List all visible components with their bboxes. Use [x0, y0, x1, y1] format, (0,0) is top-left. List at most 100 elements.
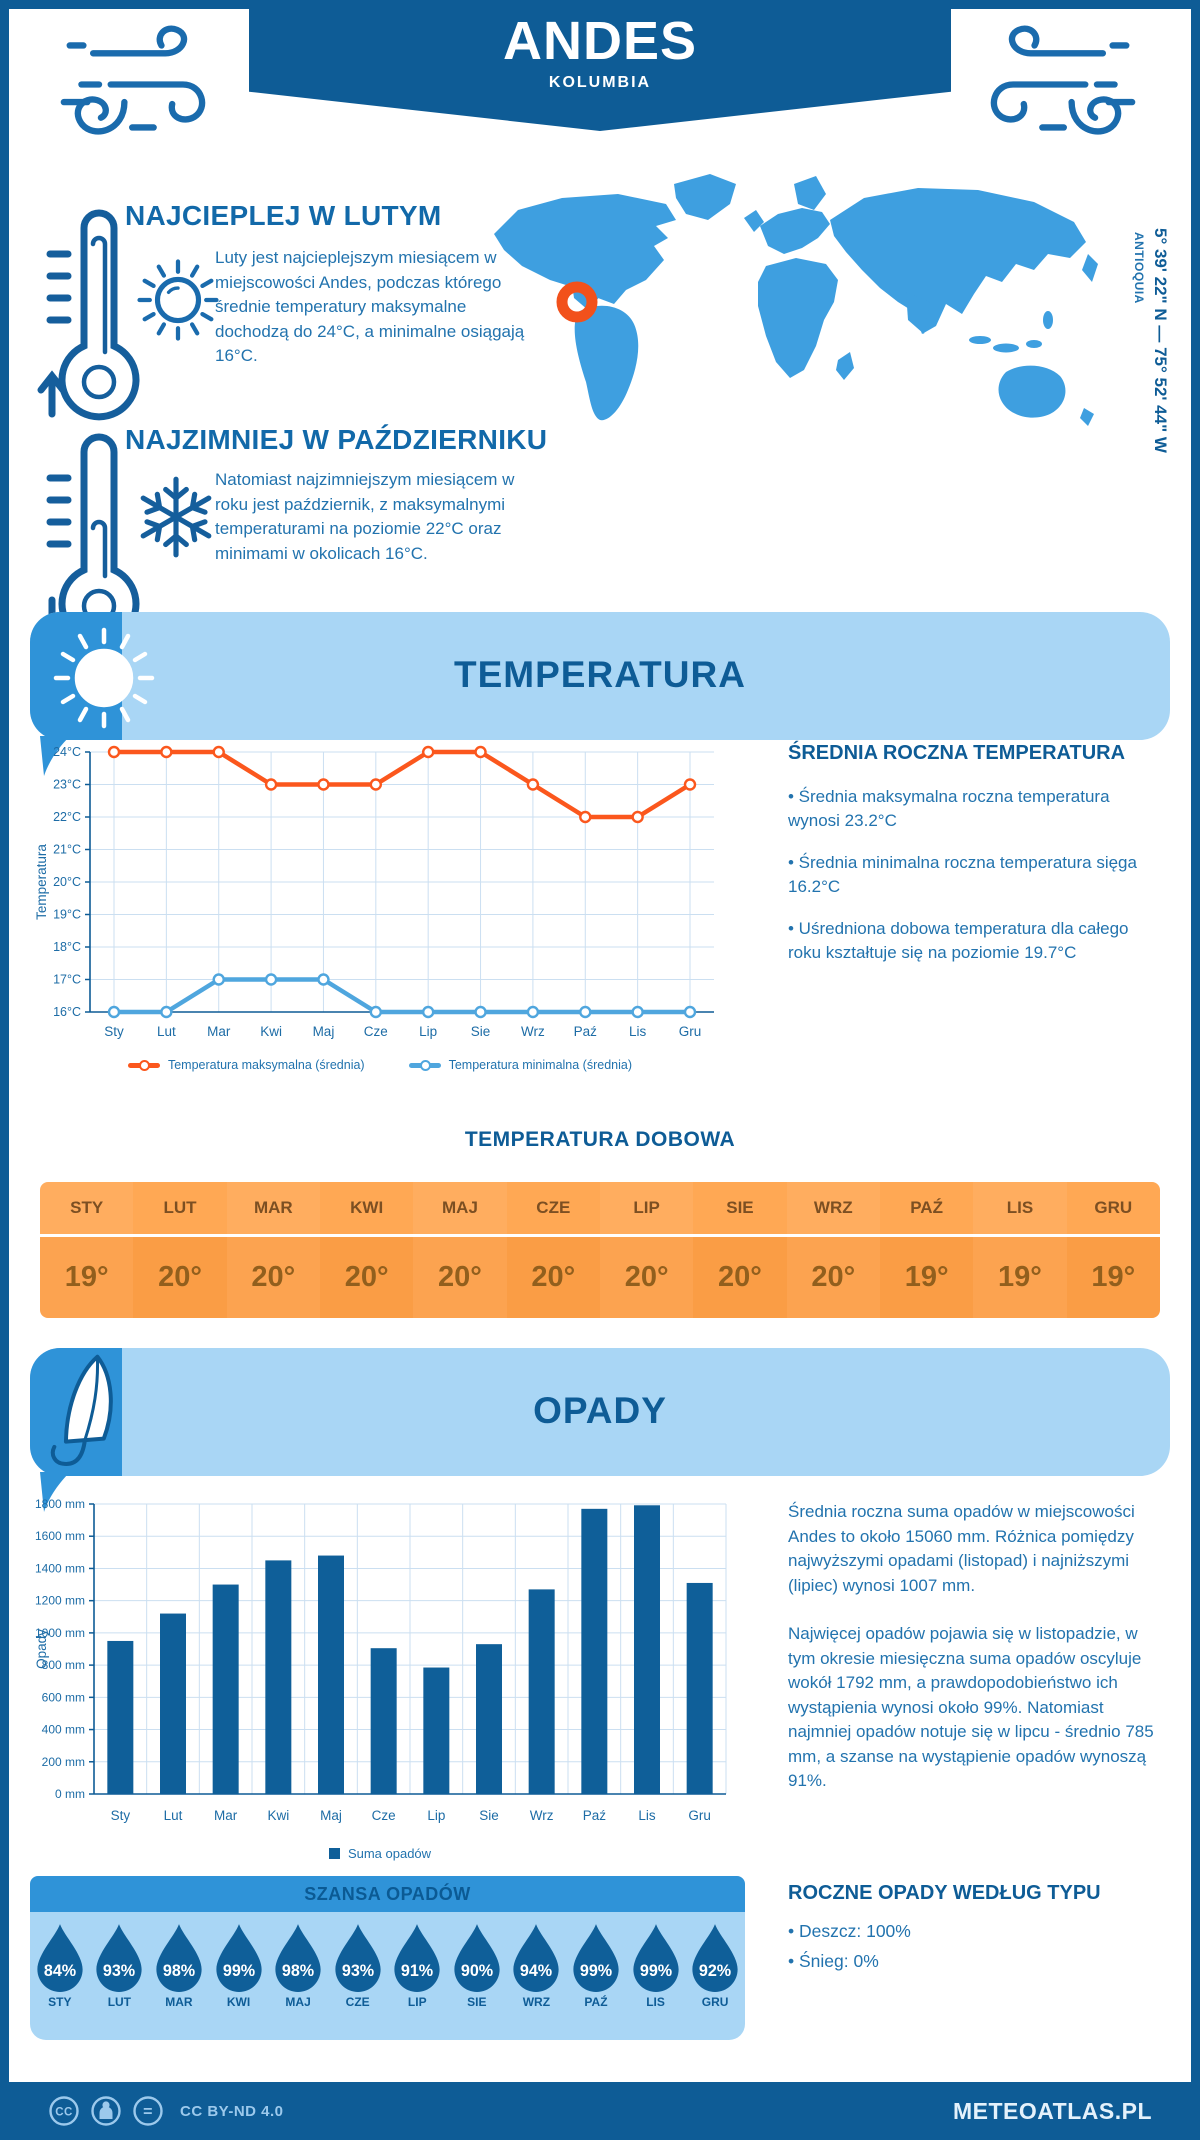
banner-tail: [40, 1472, 70, 1512]
warmest-title: NAJCIEPLEJ W LUTYM: [125, 200, 442, 231]
svg-text:Sty: Sty: [111, 1808, 131, 1823]
daily-temp-month: LUT: [133, 1182, 227, 1237]
svg-text:400 mm: 400 mm: [42, 1723, 85, 1737]
svg-text:Lis: Lis: [638, 1808, 656, 1823]
legend-item: Suma opadów: [328, 1846, 432, 1861]
warmest-text: Luty jest najcieplejszym miesiącem w mie…: [215, 248, 525, 365]
rain-chance-item: 91% LIP: [389, 1922, 445, 2009]
svg-text:Mar: Mar: [214, 1808, 238, 1823]
site-label: METEOATLAS.PL: [952, 2097, 1152, 2124]
daily-temp-value: 20°: [506, 1237, 600, 1318]
svg-text:24°C: 24°C: [53, 745, 81, 759]
daily-temp-column: MAJ 20°: [413, 1182, 507, 1318]
water-drop-icon: 93%: [96, 1924, 142, 1992]
license-block: CC = CC BY-ND 4.0: [48, 2094, 284, 2128]
water-drop-icon: 84%: [37, 1924, 83, 1992]
daily-temp-column: WRZ 20°: [786, 1182, 880, 1318]
svg-text:92%: 92%: [699, 1962, 731, 1980]
legend-swatch: [408, 1059, 441, 1071]
daily-temp-column: KWI 20°: [319, 1182, 414, 1318]
water-drop-icon: 91%: [394, 1924, 440, 1992]
svg-text:1000 mm: 1000 mm: [35, 1626, 85, 1640]
daily-temp-value: 20°: [599, 1237, 694, 1318]
svg-text:Sty: Sty: [104, 1024, 124, 1039]
daily-temp-month: PAŹ: [879, 1182, 974, 1237]
daily-temp-month: LIP: [599, 1182, 694, 1237]
svg-text:CC: CC: [55, 2107, 73, 2119]
rain-chance-item: 90% SIE: [449, 1922, 505, 2009]
svg-text:Opady: Opady: [34, 1629, 49, 1669]
svg-text:16°C: 16°C: [53, 1005, 81, 1019]
annual-bullet: • Średnia maksymalna roczna temperatura …: [788, 787, 1110, 830]
precipitation-section-title: OPADY: [533, 1390, 667, 1431]
svg-text:23°C: 23°C: [53, 778, 81, 792]
legend-swatch: [127, 1059, 160, 1071]
rain-chance-item: 84% STY: [32, 1922, 88, 2009]
svg-text:Gru: Gru: [688, 1808, 711, 1823]
svg-text:Sie: Sie: [479, 1808, 499, 1823]
rain-chance-month: WRZ: [522, 1995, 551, 2009]
svg-text:19°C: 19°C: [53, 908, 81, 922]
daily-temp-month: CZE: [506, 1182, 600, 1237]
umbrella-icon: [50, 1354, 113, 1466]
svg-text:Mar: Mar: [207, 1024, 231, 1039]
temperature-legend: Temperatura maksymalna (średnia) Temperat…: [60, 1058, 700, 1072]
legend-label: Temperatura maksymalna (średnia): [167, 1058, 365, 1072]
precipitation-paragraph: Średnia roczna suma opadów w miejscowośc…: [788, 1502, 1135, 1595]
svg-text:Cze: Cze: [364, 1024, 388, 1039]
page-subtitle: KOLUMBIA: [548, 74, 652, 91]
rain-chance-month: STY: [48, 1995, 72, 2009]
daily-temp-value: 20°: [786, 1237, 880, 1318]
world-map: [494, 174, 1098, 426]
coldest-title: NAJZIMNIEJ W PAŹDZIERNIKU: [125, 424, 548, 455]
daily-temp-value: 19°: [973, 1237, 1067, 1318]
rain-chance-item: 92% GRU: [687, 1922, 743, 2009]
daily-temp-month: LIS: [973, 1182, 1067, 1237]
water-drop-icon: 90%: [454, 1924, 500, 1992]
svg-text:Wrz: Wrz: [530, 1808, 554, 1823]
license-label: CC BY-ND 4.0: [180, 2102, 284, 2120]
water-drop-icon: 98%: [156, 1924, 202, 1992]
rain-chance-panel: 84% STY 93% LUT 98% MAR 99% KWI 98% MAJ 93% CZE 91% L…: [30, 1912, 745, 2040]
daily-temp-value: 20°: [133, 1237, 227, 1318]
water-drop-icon: 99%: [215, 1924, 262, 1992]
coordinates-label: 5° 39' 22" N — 75° 52' 44" W: [1151, 228, 1170, 453]
legend-label: Suma opadów: [347, 1846, 432, 1861]
svg-text:Wrz: Wrz: [521, 1024, 545, 1039]
svg-text:94%: 94%: [520, 1962, 552, 1980]
precipitation-text-block: Średnia roczna suma opadów w miejscowośc…: [788, 1500, 1160, 1818]
precipitation-type-bullet: • Śnieg: 0%: [788, 1951, 879, 1971]
svg-text:Lip: Lip: [419, 1024, 437, 1039]
svg-text:1400 mm: 1400 mm: [35, 1561, 85, 1575]
svg-text:84%: 84%: [44, 1962, 76, 1980]
daily-temp-column: GRU 19°: [1066, 1182, 1160, 1318]
annual-temperature-title: ŚREDNIA ROCZNA TEMPERATURA: [788, 742, 1126, 764]
rain-chance-item: 99% LIS: [628, 1922, 684, 2009]
daily-temp-column: LIS 19°: [973, 1182, 1067, 1318]
snowflake-icon: [140, 476, 212, 558]
daily-temp-column: SIE 20°: [693, 1182, 787, 1318]
svg-text:99%: 99%: [580, 1962, 612, 1980]
daily-temp-value: 19°: [40, 1237, 134, 1318]
annual-bullet: • Uśredniona dobowa temperatura dla całe…: [788, 919, 1129, 962]
legend-swatch: [328, 1848, 340, 1859]
svg-text:1200 mm: 1200 mm: [35, 1594, 85, 1608]
daily-temp-value: 20°: [226, 1237, 320, 1318]
legend-item: Temperatura maksymalna (średnia): [127, 1058, 365, 1072]
water-drop-icon: 94%: [513, 1924, 560, 1992]
svg-text:200 mm: 200 mm: [42, 1755, 85, 1769]
daily-temp-month: MAR: [226, 1182, 320, 1237]
daily-temp-value: 20°: [319, 1237, 414, 1318]
daily-temp-column: STY 19°: [40, 1182, 134, 1318]
daily-temp-column: LIP 20°: [599, 1182, 694, 1318]
legend-item: Temperatura minimalna (średnia): [408, 1058, 632, 1072]
precipitation-chart: 0 mm 200 mm 400 mm 600 mm 800 mm 1000 mm 1200 …: [34, 1497, 727, 1823]
rain-chance-item: 99% KWI: [211, 1922, 267, 2009]
sun-banner-icon: [53, 627, 155, 729]
daily-temp-column: MAR 20°: [226, 1182, 320, 1318]
rain-chance-item: 93% CZE: [330, 1922, 386, 2009]
thermometer-up-icon: [37, 209, 140, 421]
daily-temp-value: 19°: [1066, 1237, 1160, 1318]
daily-temp-month: KWI: [319, 1182, 414, 1237]
water-drop-icon: 99%: [573, 1924, 619, 1992]
